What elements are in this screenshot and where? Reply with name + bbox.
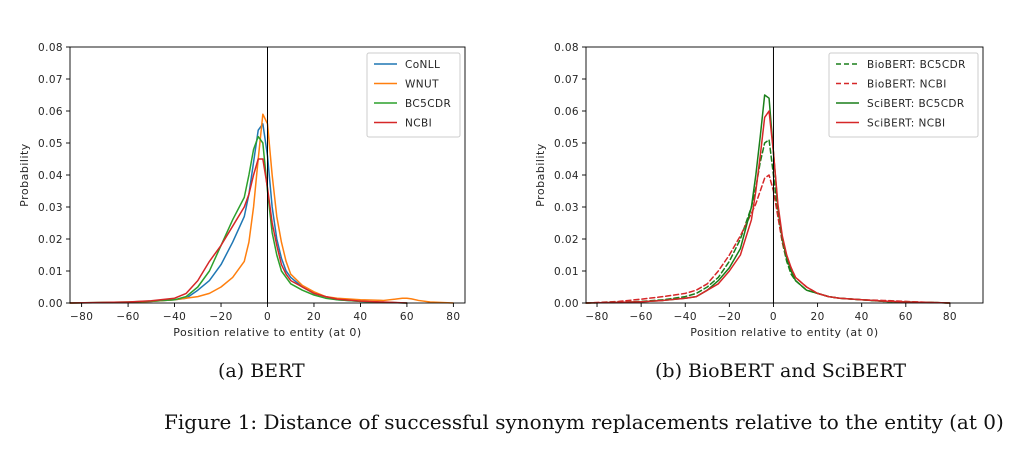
x-axis-label: Position relative to entity (at 0) <box>690 326 878 339</box>
series-line-biobert-ncbi <box>585 174 951 304</box>
x-tick-label: 20 <box>810 311 824 323</box>
series-line-bc5cdr <box>69 135 408 304</box>
y-tick-label: 0.07 <box>554 74 579 86</box>
y-tick-label: 0.00 <box>38 298 63 310</box>
x-tick-label: 60 <box>400 311 414 323</box>
y-tick-label: 0.01 <box>554 266 579 278</box>
y-tick-label: 0.05 <box>38 138 63 150</box>
x-tick-label: 0 <box>770 311 777 323</box>
series-line-scibert-ncbi <box>585 110 951 304</box>
x-tick-label: −60 <box>629 311 652 323</box>
series-line-conll <box>69 123 408 304</box>
x-tick-label: −60 <box>116 311 139 323</box>
x-tick-label: −80 <box>585 311 608 323</box>
legend-label: WNUT <box>405 79 439 91</box>
series-line-wnut <box>69 113 455 304</box>
series-line-ncbi <box>69 158 408 304</box>
y-tick-label: 0.01 <box>38 266 63 278</box>
legend-label: BioBERT: BC5CDR <box>867 59 966 71</box>
legend-label: NCBI <box>405 118 432 130</box>
y-tick-label: 0.05 <box>554 138 579 150</box>
x-tick-label: −80 <box>70 311 93 323</box>
subcaption-b: (b) BioBERT and SciBERT <box>655 360 906 382</box>
x-tick-label: 60 <box>899 311 913 323</box>
y-axis-label: Probability <box>18 143 31 207</box>
x-tick-label: 0 <box>264 311 271 323</box>
x-tick-label: −20 <box>718 311 741 323</box>
y-tick-label: 0.06 <box>554 106 579 118</box>
x-tick-label: 40 <box>353 311 367 323</box>
y-tick-label: 0.06 <box>38 106 63 118</box>
y-tick-label: 0.03 <box>38 202 63 214</box>
legend-label: BioBERT: NCBI <box>867 79 947 91</box>
figure-caption: Figure 1: Distance of successful synonym… <box>164 410 1004 434</box>
legend-label: BC5CDR <box>405 98 451 110</box>
legend-label: SciBERT: BC5CDR <box>867 98 965 110</box>
legend: CoNLL WNUT BC5CDR NCBI <box>366 52 461 138</box>
x-tick-label: 80 <box>446 311 460 323</box>
y-tick-label: 0.00 <box>554 298 579 310</box>
y-tick-label: 0.08 <box>554 42 579 54</box>
x-tick-label: −40 <box>674 311 697 323</box>
x-tick-label: −40 <box>163 311 186 323</box>
legend: BioBERT: BC5CDR BioBERT: NCBI SciBERT: BC5… <box>828 52 979 138</box>
y-tick-label: 0.02 <box>38 234 63 246</box>
x-tick-label: 80 <box>943 311 957 323</box>
legend-label: SciBERT: NCBI <box>867 118 946 130</box>
y-tick-label: 0.02 <box>554 234 579 246</box>
y-axis-label: Probability <box>534 143 547 207</box>
chart-panel-a: −80 −60 −40 −20 0 20 40 60 80 0.00 0.01 0.02 0.03 0.0… <box>18 42 466 339</box>
y-tick-label: 0.08 <box>38 42 63 54</box>
x-axis-label: Position relative to entity (at 0) <box>173 326 361 339</box>
legend-box <box>366 52 461 138</box>
y-tick-label: 0.07 <box>38 74 63 86</box>
legend-label: CoNLL <box>405 59 440 71</box>
y-tick-label: 0.03 <box>554 202 579 214</box>
y-tick-label: 0.04 <box>38 170 63 182</box>
y-tick-label: 0.04 <box>554 170 579 182</box>
series-line-biobert-bc5cdr <box>585 139 951 304</box>
legend-box <box>828 52 979 138</box>
x-tick-label: 40 <box>855 311 869 323</box>
subcaption-a: (a) BERT <box>218 360 305 382</box>
chart-panel-b: −80 −60 −40 −20 0 20 40 60 80 0.00 0.01 0.02 0.03 0.0… <box>534 42 984 339</box>
x-tick-label: −20 <box>209 311 232 323</box>
x-tick-label: 20 <box>307 311 321 323</box>
